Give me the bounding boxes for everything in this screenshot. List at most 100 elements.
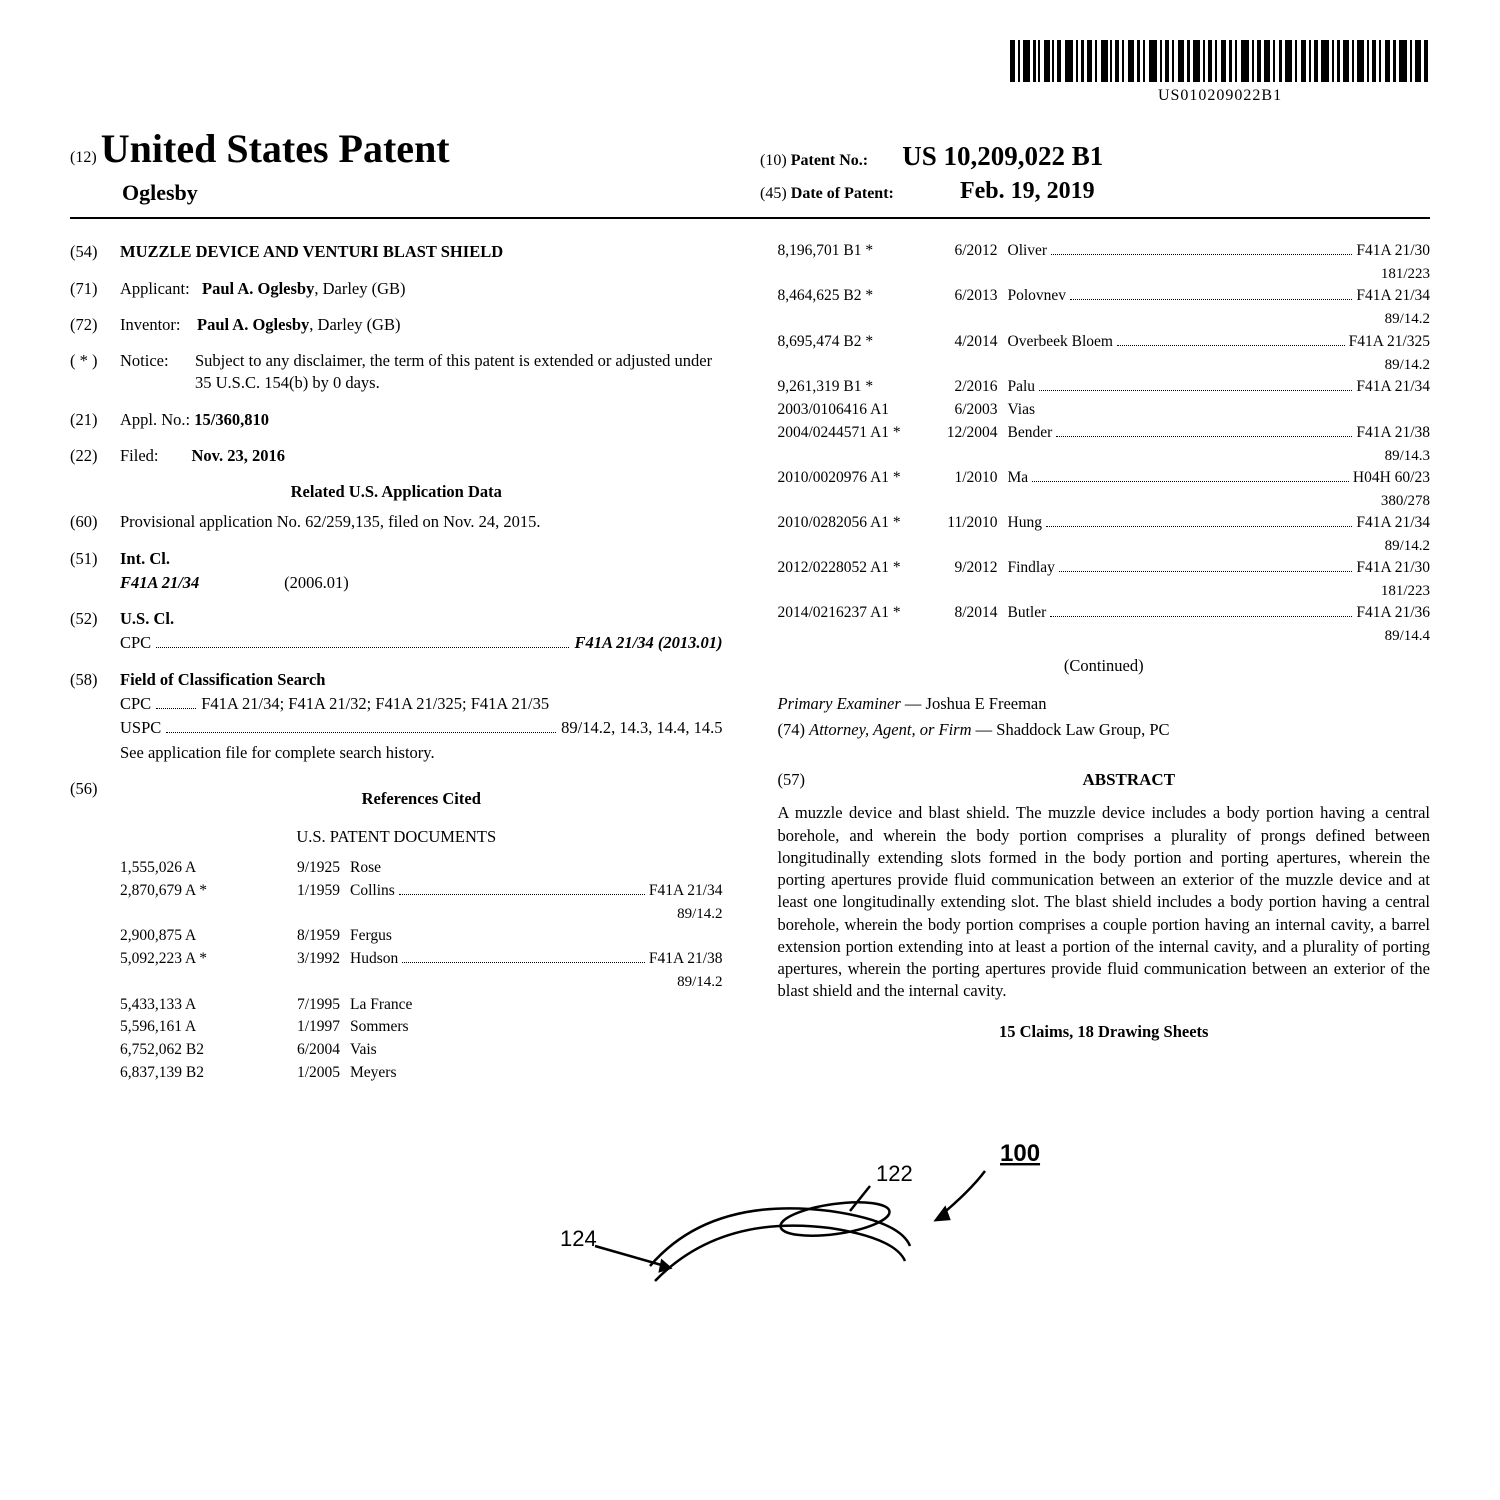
patent-date-code: (45) bbox=[760, 185, 787, 202]
cpc-value: F41A 21/34 (2013.01) bbox=[574, 632, 722, 654]
cpc-label: CPC bbox=[120, 632, 151, 654]
left-column: (54) MUZZLE DEVICE AND VENTURI BLAST SHI… bbox=[70, 241, 723, 1086]
ref-class: F41A 21/325 bbox=[1349, 332, 1430, 353]
ref-date: 3/1992 bbox=[270, 949, 350, 970]
doc-type-code: (12) bbox=[70, 149, 97, 166]
ref-row: 5,433,133 A7/1995La France bbox=[120, 995, 723, 1016]
ref-inventor: Findlay bbox=[1008, 558, 1055, 579]
drawing-label-100: 100 bbox=[1000, 1140, 1040, 1167]
ref-subclass: 89/14.2 bbox=[778, 536, 1431, 556]
filed-value: Nov. 23, 2016 bbox=[192, 446, 286, 465]
ref-row: 2,870,679 A *1/1959CollinsF41A 21/34 bbox=[120, 881, 723, 902]
attorney-code: (74) bbox=[778, 720, 806, 739]
ref-inventor: Collins bbox=[350, 881, 395, 902]
ref-number: 5,596,161 A bbox=[120, 1017, 270, 1038]
applno-label: Appl. No.: bbox=[120, 410, 190, 429]
ref-row: 2003/0106416 A16/2003Vias bbox=[778, 400, 1431, 421]
filed-label: Filed: bbox=[120, 446, 159, 465]
ref-subclass: 89/14.2 bbox=[778, 309, 1431, 329]
header: (12) United States Patent Oglesby (10) P… bbox=[70, 122, 1430, 220]
ref-inventor: Hung bbox=[1008, 513, 1042, 534]
ref-inventor: Ma bbox=[1008, 468, 1029, 489]
ref-number: 2010/0020976 A1 * bbox=[778, 468, 928, 489]
right-refs-table: 8,196,701 B1 *6/2012OliverF41A 21/30181/… bbox=[778, 241, 1431, 646]
inventor-code: (72) bbox=[70, 314, 120, 336]
barcode-svg bbox=[1010, 40, 1430, 82]
barcode-region: US010209022B1 bbox=[70, 40, 1430, 107]
ref-number: 2004/0244571 A1 * bbox=[778, 423, 928, 444]
inventor-loc: , Darley (GB) bbox=[309, 315, 400, 334]
ref-date: 1/2005 bbox=[270, 1063, 350, 1084]
ref-inventor: Overbeek Bloem bbox=[1008, 332, 1113, 353]
ref-date: 6/2004 bbox=[270, 1040, 350, 1061]
intcl-label: Int. Cl. bbox=[120, 548, 723, 570]
field-code: (58) bbox=[70, 669, 120, 691]
ref-number: 8,196,701 B1 * bbox=[778, 241, 928, 262]
examiner-label: Primary Examiner bbox=[778, 694, 901, 713]
ref-inventor: Vais bbox=[350, 1040, 377, 1061]
notice-text: Subject to any disclaimer, the term of t… bbox=[195, 350, 723, 395]
attorney-value: Shaddock Law Group, PC bbox=[996, 720, 1169, 739]
ref-row: 1,555,026 A9/1925Rose bbox=[120, 858, 723, 879]
ref-date: 8/2014 bbox=[928, 603, 1008, 624]
intcl-code: (51) bbox=[70, 548, 120, 570]
ref-inventor: Hudson bbox=[350, 949, 398, 970]
ref-heading: References Cited bbox=[120, 788, 723, 810]
ref-class: F41A 21/34 bbox=[1356, 377, 1430, 398]
ref-number: 9,261,319 B1 * bbox=[778, 377, 928, 398]
applicant-loc: , Darley (GB) bbox=[314, 279, 405, 298]
prov-code: (60) bbox=[70, 511, 120, 533]
ref-inventor: Vias bbox=[1008, 400, 1035, 421]
ref-subclass: 89/14.2 bbox=[120, 904, 723, 924]
ref-date: 7/1995 bbox=[270, 995, 350, 1016]
right-column: 8,196,701 B1 *6/2012OliverF41A 21/30181/… bbox=[778, 241, 1431, 1086]
ref-row: 6,752,062 B26/2004Vais bbox=[120, 1040, 723, 1061]
field-label: Field of Classification Search bbox=[120, 669, 723, 691]
ref-class: F41A 21/34 bbox=[1356, 513, 1430, 534]
applno-value: 15/360,810 bbox=[194, 410, 269, 429]
ref-class: F41A 21/38 bbox=[649, 949, 723, 970]
ref-class: F41A 21/34 bbox=[1356, 286, 1430, 307]
ref-inventor: Butler bbox=[1008, 603, 1047, 624]
ref-class: F41A 21/30 bbox=[1356, 558, 1430, 579]
patent-date-label: Date of Patent: bbox=[791, 185, 894, 202]
ref-number: 8,695,474 B2 * bbox=[778, 332, 928, 353]
ref-inventor: Palu bbox=[1008, 377, 1036, 398]
ref-number: 2003/0106416 A1 bbox=[778, 400, 928, 421]
drawing-label-124: 124 bbox=[560, 1226, 597, 1251]
drawing-label-122: 122 bbox=[876, 1161, 913, 1186]
ref-row: 5,596,161 A1/1997Sommers bbox=[120, 1017, 723, 1038]
ref-row: 5,092,223 A *3/1992HudsonF41A 21/38 bbox=[120, 949, 723, 970]
patent-no-code: (10) bbox=[760, 152, 787, 169]
left-refs-table: 1,555,026 A9/1925Rose2,870,679 A *1/1959… bbox=[70, 858, 723, 1084]
ref-date: 9/1925 bbox=[270, 858, 350, 879]
abstract-heading: ABSTRACT bbox=[828, 769, 1431, 792]
invention-title: MUZZLE DEVICE AND VENTURI BLAST SHIELD bbox=[120, 241, 723, 263]
field-uspc-label: USPC bbox=[120, 717, 161, 739]
applicant-name: Paul A. Oglesby bbox=[202, 279, 314, 298]
patent-no-label: Patent No.: bbox=[791, 152, 868, 169]
ref-date: 4/2014 bbox=[928, 332, 1008, 353]
ref-subclass: 89/14.2 bbox=[778, 355, 1431, 375]
uscl-code: (52) bbox=[70, 608, 120, 630]
ref-number: 5,433,133 A bbox=[120, 995, 270, 1016]
claims-line: 15 Claims, 18 Drawing Sheets bbox=[778, 1021, 1431, 1043]
ref-class: H04H 60/23 bbox=[1353, 468, 1430, 489]
prov-text: Provisional application No. 62/259,135, … bbox=[120, 511, 723, 533]
ref-row: 2014/0216237 A1 *8/2014ButlerF41A 21/36 bbox=[778, 603, 1431, 624]
ref-subclass: 89/14.3 bbox=[778, 446, 1431, 466]
ref-sub: U.S. PATENT DOCUMENTS bbox=[70, 826, 723, 848]
ref-inventor: Oliver bbox=[1008, 241, 1048, 262]
field-note: See application file for complete search… bbox=[120, 742, 723, 764]
ref-row: 8,464,625 B2 *6/2013PolovnevF41A 21/34 bbox=[778, 286, 1431, 307]
ref-inventor: Meyers bbox=[350, 1063, 397, 1084]
ref-date: 8/1959 bbox=[270, 926, 350, 947]
ref-date: 1/1959 bbox=[270, 881, 350, 902]
applno-code: (21) bbox=[70, 409, 120, 431]
ref-number: 2012/0228052 A1 * bbox=[778, 558, 928, 579]
ref-date: 12/2004 bbox=[928, 423, 1008, 444]
ref-class: F41A 21/38 bbox=[1356, 423, 1430, 444]
continued: (Continued) bbox=[778, 655, 1431, 677]
ref-subclass: 89/14.2 bbox=[120, 972, 723, 992]
attorney-label: Attorney, Agent, or Firm bbox=[809, 720, 971, 739]
